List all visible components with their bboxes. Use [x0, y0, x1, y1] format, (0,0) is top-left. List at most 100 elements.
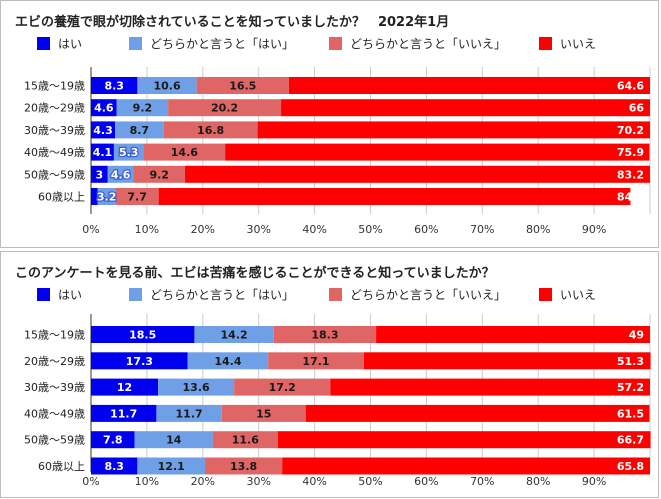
x-tick-label: 40%: [302, 223, 326, 236]
x-tick-label: 10%: [135, 223, 159, 236]
data-label: 18.3: [311, 329, 338, 342]
data-label: 83.2: [617, 168, 644, 181]
legend-label-rather-yes: どちらかと言うと「はい」: [150, 37, 295, 51]
legend-label-no: いいえ: [560, 288, 597, 302]
y-category-label: 60歳以上: [38, 460, 85, 473]
bar-segment-no: [376, 326, 650, 343]
x-tick-label: 30%: [246, 223, 270, 236]
x-tick-label: 20%: [191, 475, 215, 488]
legend-label-rather-yes: どちらかと言うと「はい」: [150, 288, 295, 302]
legend-item-rather-yes: どちらかと言うと「はい」: [129, 35, 294, 52]
bar-segment-yes: [91, 121, 116, 139]
x-tick-label: 70%: [470, 223, 494, 236]
data-label: 7.8: [103, 434, 123, 447]
chart-title: このアンケートを見る前、エビは苦痛を感じることができると知っていましたか？: [15, 266, 495, 281]
data-label: 84.4: [617, 191, 644, 204]
data-label: 8.3: [104, 80, 124, 93]
x-tick-label: 0%: [82, 223, 99, 236]
data-label: 16.5: [229, 80, 256, 93]
bar-segment-rather-yes: [187, 352, 269, 370]
x-tick-label: 20%: [191, 223, 215, 236]
y-category-label: 60歳以上: [38, 191, 85, 204]
data-label: 4.6: [111, 168, 131, 181]
y-category-label: 30歳〜39歳: [24, 124, 85, 137]
data-label: 12.1: [158, 460, 185, 473]
data-label: 17.2: [269, 381, 296, 394]
data-label: 17.3: [126, 355, 153, 368]
legend-label-rather-no: どちらかと言うと「いいえ」: [350, 37, 507, 51]
x-tick-label: 80%: [526, 475, 550, 488]
y-category-label: 50歳〜59歳: [24, 168, 85, 181]
x-tick-label: 90%: [582, 475, 606, 488]
y-category-label: 50歳〜59歳: [24, 434, 85, 447]
bar-chart-plot: 0% 10% 20% 30% 40% 50% 60% 70% 80% 90% 15歳〜19歳 8.3 1…: [24, 67, 651, 236]
data-label: 57.2: [617, 381, 644, 394]
bar-segment-yes: [91, 77, 138, 94]
bar-segment-no: [330, 378, 650, 396]
data-label: 51.3: [617, 355, 644, 368]
chart-panel-2: このアンケートを見る前、エビは苦痛を感じることができると知っていましたか？ はい…: [0, 251, 659, 498]
legend-item-yes: はい: [37, 35, 82, 52]
bar-segment-no: [257, 121, 650, 139]
legend-label-no: いいえ: [560, 37, 597, 51]
data-label: 11.7: [176, 407, 203, 420]
data-label: 17.1: [302, 355, 329, 368]
bar-segment-rather-yes: [194, 326, 274, 343]
legend-item-no: いいえ: [539, 35, 596, 52]
bar-segment-no: [282, 457, 650, 475]
bar-segment-no: [305, 404, 650, 422]
x-tick-label: 90%: [582, 223, 606, 236]
legend-item-yes: はい: [37, 286, 82, 303]
bar-segment-rather-no: [205, 457, 283, 475]
y-category-label: 20歳〜29歳: [24, 355, 85, 368]
legend-swatch-rather-no: [329, 288, 342, 301]
bar-segment-yes: [91, 188, 98, 205]
bar-segment-rather-yes: [137, 457, 206, 475]
data-label: 66: [629, 102, 645, 115]
bar-segment-rather-no: [143, 143, 226, 161]
bar-segment-rather-no: [168, 99, 282, 117]
data-label: 9.2: [133, 102, 153, 115]
x-tick-label: 50%: [358, 475, 382, 488]
bar-segment-rather-yes: [158, 378, 235, 396]
x-tick-label: 10%: [135, 475, 159, 488]
bar-segment-rather-no: [273, 326, 377, 343]
x-tick-label: 60%: [414, 475, 438, 488]
data-label: 14.6: [171, 146, 198, 159]
x-tick-label: 70%: [470, 475, 494, 488]
bar-segment-yes: [91, 457, 138, 475]
legend-item-rather-no: どちらかと言うと「いいえ」: [329, 286, 506, 303]
data-label: 66.7: [617, 434, 644, 447]
data-label: 64.6: [617, 80, 644, 93]
legend-item-rather-yes: どちらかと言うと「はい」: [129, 286, 294, 303]
x-tick-label: 40%: [302, 475, 326, 488]
data-label: 5.3: [119, 146, 139, 159]
legend-swatch-rather-no: [329, 37, 342, 50]
bar-segment-rather-no: [212, 431, 278, 449]
bar-segment-no: [277, 431, 651, 449]
data-label: 3.2: [97, 191, 117, 204]
bar-segment-rather-yes: [113, 143, 144, 161]
legend-item-no: いいえ: [539, 286, 596, 303]
y-category-label: 15歳〜19歳: [24, 329, 85, 342]
bar-segment-rather-yes: [115, 121, 164, 139]
data-label: 10.6: [153, 80, 180, 93]
data-label: 13.6: [183, 381, 210, 394]
bar-segment-yes: [91, 431, 135, 449]
bar-segment-no: [225, 143, 650, 161]
bar-segment-no: [184, 165, 651, 183]
bar-segment-rather-no: [196, 77, 289, 94]
bar-segment-yes: [91, 404, 157, 422]
bar-chart-plot: 0% 10% 20% 30% 40% 50% 60% 70% 80% 90% 15歳〜19歳 18.5…: [24, 314, 651, 488]
bar-segment-rather-no: [133, 165, 185, 183]
data-label: 4.6: [94, 102, 114, 115]
data-label: 11.7: [110, 407, 137, 420]
bar-segment-yes: [91, 143, 114, 161]
bar-segment-rather-yes: [116, 99, 169, 117]
legend-label-yes: はい: [58, 288, 83, 302]
legend-swatch-no: [539, 288, 552, 301]
bar-segment-no: [281, 99, 650, 117]
legend-label-rather-no: どちらかと言うと「いいえ」: [350, 288, 507, 302]
bar-segment-yes: [91, 99, 117, 117]
y-category-label: 40歳〜49歳: [24, 146, 85, 159]
